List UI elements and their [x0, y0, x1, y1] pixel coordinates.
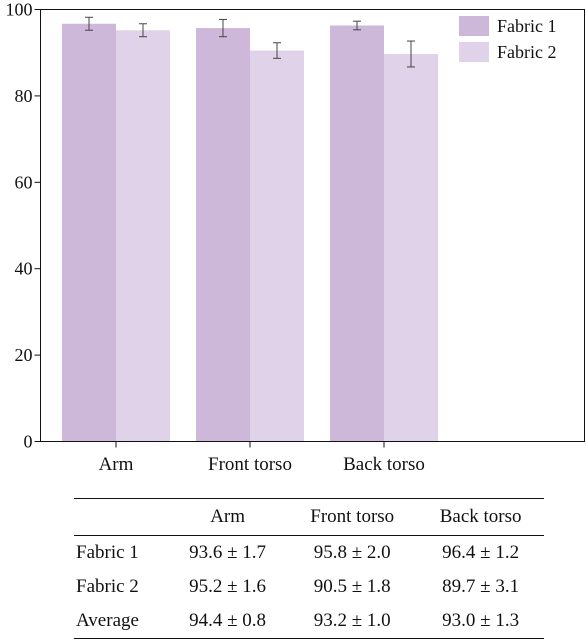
legend: Fabric 1 Fabric 2 [459, 16, 556, 62]
table-header-row: Arm Front torso Back torso [74, 498, 544, 536]
bar [196, 28, 250, 442]
error-bars-group [85, 16, 415, 68]
legend-label: Fabric 1 [497, 16, 556, 36]
legend-swatch [459, 16, 489, 36]
table-cell: 89.7 ± 3.1 [442, 576, 520, 597]
results-table-container: Arm Front torso Back torso Fabric 1 93.6… [74, 498, 544, 639]
y-tick-label: 0 [24, 432, 33, 452]
table-cell: 93.2 ± 1.0 [313, 610, 391, 631]
table-cell: 94.4 ± 0.8 [189, 610, 267, 631]
table-header-back-torso: Back torso [439, 506, 522, 527]
y-axis: 0 20 40 60 80 100 [6, 0, 41, 452]
table-cell: 95.8 ± 2.0 [313, 542, 391, 563]
x-tick-label: Back torso [343, 454, 425, 475]
row-label: Fabric 2 [76, 576, 139, 597]
bar [116, 30, 170, 442]
bar [330, 25, 384, 442]
x-tick-label: Front torso [208, 454, 292, 475]
table-row: Fabric 1 93.6 ± 1.7 95.8 ± 2.0 96.4 ± 1.… [74, 536, 544, 571]
table-header-arm: Arm [210, 506, 246, 527]
legend-label: Fabric 2 [497, 42, 556, 62]
y-tick-label: 60 [15, 172, 33, 192]
table-row: Average 94.4 ± 0.8 93.2 ± 1.0 93.0 ± 1.3 [74, 604, 544, 639]
bar [384, 53, 438, 442]
table-header-front-torso: Front torso [310, 506, 395, 527]
table-header-corner [74, 499, 168, 536]
bar [62, 23, 116, 442]
bar-chart: 0 20 40 60 80 100 Arm Front torso Back torso Fa… [6, 0, 585, 475]
row-label: Average [76, 610, 139, 631]
table-cell: 96.4 ± 1.2 [442, 542, 520, 563]
table-cell: 90.5 ± 1.8 [313, 576, 391, 597]
y-tick-label: 80 [15, 86, 33, 106]
table-cell: 95.2 ± 1.6 [189, 576, 267, 597]
x-axis: Arm Front torso Back torso [99, 441, 425, 475]
x-tick-label: Arm [99, 454, 134, 475]
legend-swatch [459, 42, 489, 62]
bar [250, 50, 304, 442]
table-cell: 93.6 ± 1.7 [189, 542, 267, 563]
y-tick-label: 20 [15, 345, 33, 365]
y-tick-label: 100 [6, 0, 33, 20]
table-row: Fabric 2 95.2 ± 1.6 90.5 ± 1.8 89.7 ± 3.… [74, 570, 544, 604]
table-cell: 93.0 ± 1.3 [442, 610, 520, 631]
y-tick-label: 40 [15, 259, 33, 279]
bars-group [62, 23, 438, 442]
plot-frame [40, 9, 585, 442]
row-label: Fabric 1 [76, 542, 139, 563]
results-table: Arm Front torso Back torso Fabric 1 93.6… [74, 498, 544, 639]
